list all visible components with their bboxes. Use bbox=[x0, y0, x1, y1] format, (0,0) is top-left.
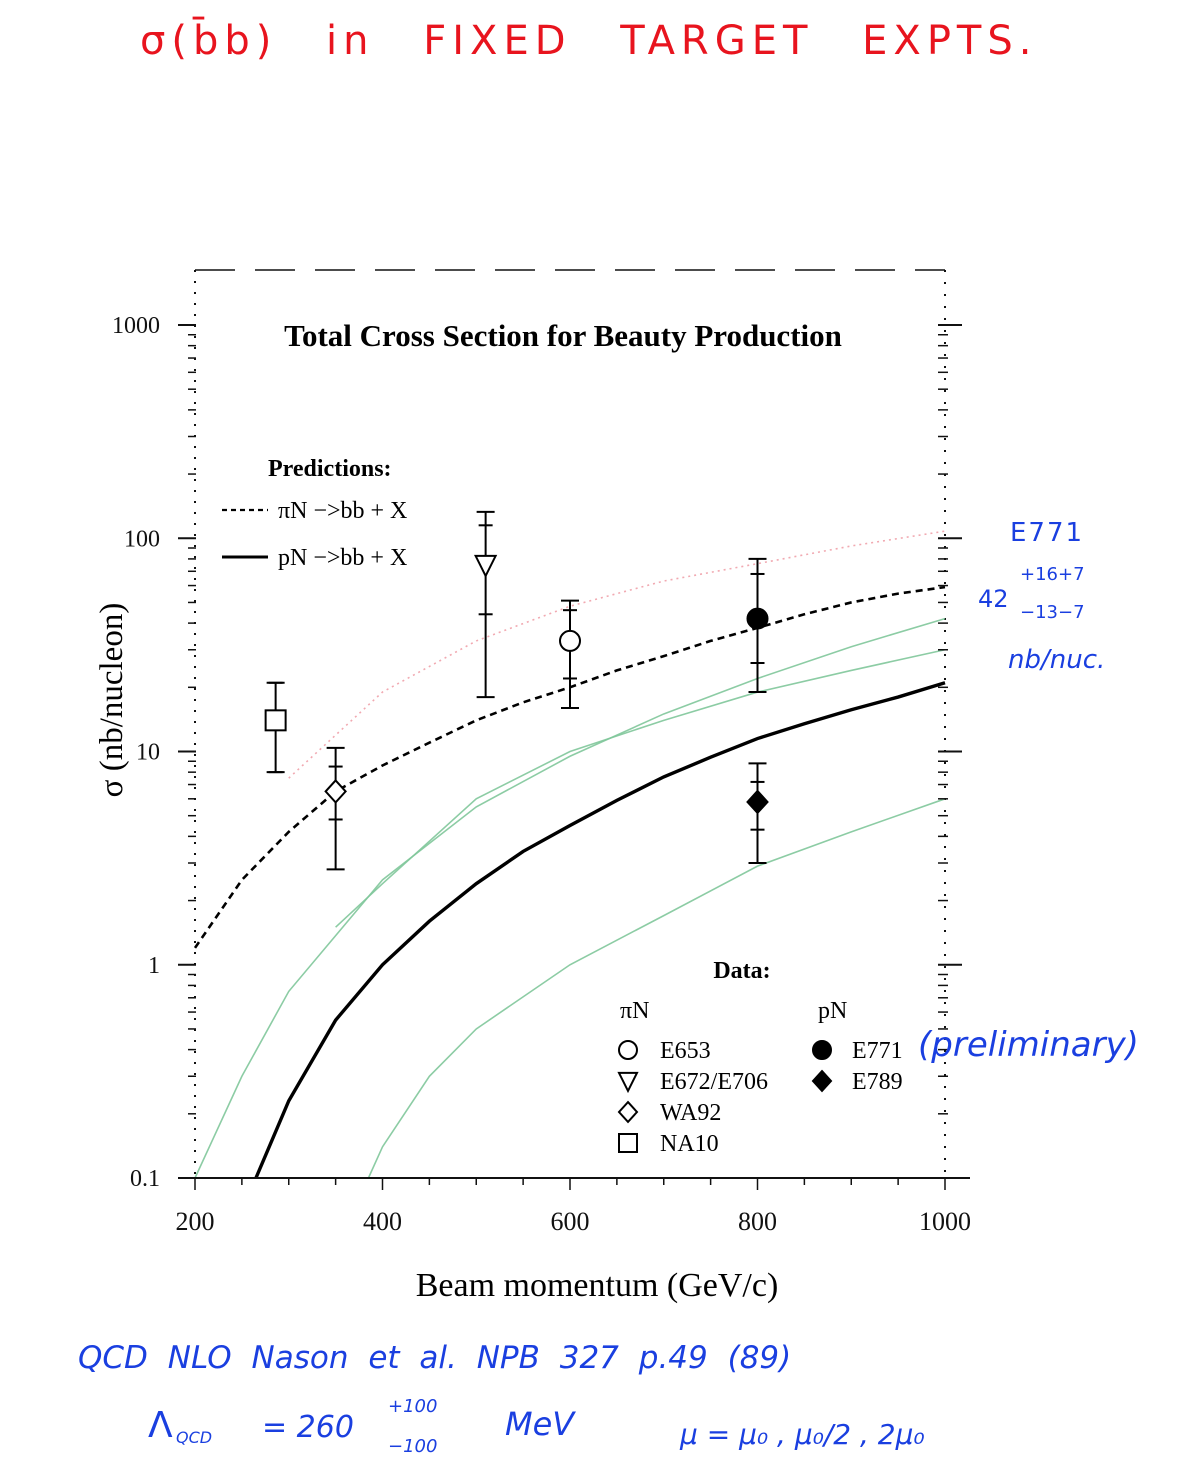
chart-labels: Total Cross Section for Beauty Productio… bbox=[94, 318, 842, 1304]
x-axis-title: Beam momentum (GeV/c) bbox=[416, 1267, 779, 1304]
e771-note-unit: nb/nuc. bbox=[1008, 645, 1106, 675]
data-legend-label: E653 bbox=[660, 1038, 711, 1064]
band-pn-upper bbox=[335, 648, 946, 928]
band-πn-lower bbox=[194, 617, 946, 1179]
predictions-legend-label: pN −>bb + X bbox=[278, 545, 407, 571]
data-legend-title: Data: bbox=[713, 958, 770, 984]
footer-sup: +100 bbox=[388, 1396, 438, 1417]
data-legend-label: E789 bbox=[852, 1069, 903, 1095]
band-πn-upper bbox=[288, 530, 946, 779]
footer-sub: −100 bbox=[388, 1436, 438, 1457]
data-legend-group-0: πN bbox=[620, 998, 649, 1024]
e771-note-value: 42 bbox=[978, 585, 1009, 613]
data-legend-label: E672/E706 bbox=[660, 1069, 768, 1095]
preliminary-note: (preliminary) bbox=[918, 1025, 1139, 1065]
point-e771-marker bbox=[746, 607, 769, 630]
footer-lambda: Λ bbox=[148, 1405, 173, 1446]
data-legend-marker bbox=[617, 1071, 639, 1094]
point-e672-e706-marker bbox=[474, 554, 498, 579]
footer-lambda-sub: QCD bbox=[176, 1428, 213, 1447]
predictions-legend-title: Predictions: bbox=[268, 456, 392, 482]
x-tick-label: 800 bbox=[738, 1207, 777, 1236]
data-legend-label: NA10 bbox=[660, 1131, 719, 1157]
y-tick-label: 100 bbox=[124, 526, 160, 552]
predictions-legend-label: πN −>bb + X bbox=[278, 498, 407, 524]
data-points bbox=[264, 510, 769, 871]
data-legend-marker bbox=[811, 1069, 833, 1093]
plot-frame bbox=[194, 269, 946, 1178]
footer-mev: MeV bbox=[505, 1405, 575, 1443]
chart-title: Total Cross Section for Beauty Productio… bbox=[284, 318, 842, 353]
data-legend-label: E771 bbox=[852, 1038, 903, 1064]
y-tick-label: 1 bbox=[148, 953, 160, 979]
x-tick-label: 600 bbox=[551, 1207, 590, 1236]
point-wa92-marker bbox=[324, 778, 347, 804]
data-legend-label: WA92 bbox=[660, 1100, 721, 1126]
y-tick-label: 1000 bbox=[112, 313, 160, 339]
band-pn-lower bbox=[367, 798, 946, 1179]
footer-equals-260: = 260 bbox=[262, 1410, 354, 1445]
y-tick-label: 0.1 bbox=[130, 1166, 160, 1192]
pn-prediction-curve bbox=[254, 681, 946, 1179]
legend: Predictions: πN −>bb + X pN −>bb + X Data: π… bbox=[222, 456, 903, 1157]
x-tick-label: 1000 bbox=[919, 1207, 971, 1236]
data-legend-marker bbox=[812, 1040, 832, 1060]
e771-note-plus: +16+7 bbox=[1020, 564, 1085, 585]
point-e789-marker bbox=[746, 789, 769, 815]
axes: 200 400 600 800 1000 0.1 1 10 100 1000 bbox=[112, 313, 971, 1236]
e771-note-minus: −13−7 bbox=[1020, 602, 1085, 623]
footer-citation: QCD NLO Nason et al. NPB 327 p.49 (89) bbox=[78, 1340, 792, 1376]
e771-note-label: E771 bbox=[1010, 518, 1085, 548]
point-na10-marker bbox=[264, 709, 287, 732]
y-tick-label: 10 bbox=[136, 740, 160, 766]
data-legend-marker bbox=[618, 1133, 638, 1153]
x-tick-label: 200 bbox=[176, 1207, 215, 1236]
y-axis-title: σ (nb/nucleon) bbox=[94, 603, 130, 798]
header-note: σ(b̄b) in FIXED TARGET EXPTS. bbox=[140, 18, 1038, 64]
uncertainty-bands bbox=[194, 530, 946, 1179]
point-e653-marker bbox=[559, 629, 581, 652]
data-legend-marker bbox=[617, 1100, 639, 1124]
data-legend-group-1: pN bbox=[818, 998, 847, 1024]
data-legend-marker bbox=[618, 1040, 638, 1060]
x-tick-label: 400 bbox=[363, 1207, 402, 1236]
footer-mu: μ = μ₀ , μ₀/2 , 2μ₀ bbox=[680, 1418, 925, 1451]
